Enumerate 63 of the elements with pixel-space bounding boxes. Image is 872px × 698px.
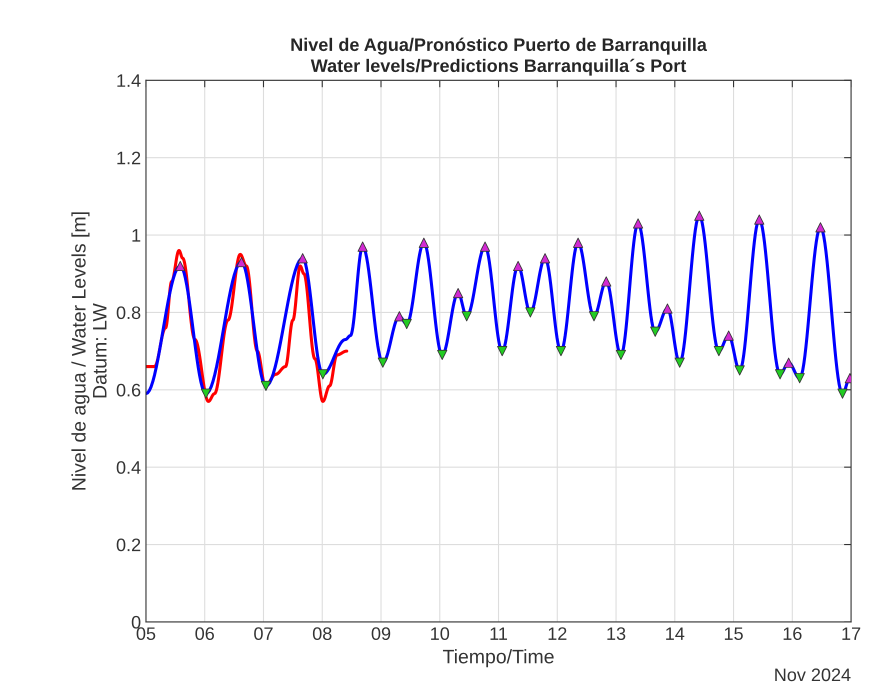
- y-axis-title: Nivel de agua / Water Levels [m] Datum: LW: [71, 212, 107, 490]
- x-tick-label: 12: [548, 627, 566, 640]
- y-tick-label: 1.4: [117, 74, 141, 87]
- point: [714, 346, 724, 356]
- point: [200, 388, 212, 399]
- point: [774, 369, 786, 380]
- point: [616, 350, 626, 360]
- point: [236, 257, 247, 268]
- x-tick-label: 07: [254, 627, 273, 640]
- point: [513, 260, 524, 272]
- point: [837, 388, 848, 399]
- point: [378, 358, 388, 368]
- x-tick-label: 14: [666, 627, 684, 640]
- point: [601, 276, 612, 287]
- point: [480, 242, 490, 252]
- x-tick-label: 10: [431, 627, 450, 640]
- chart-title: Nivel de Agua/Pronóstico Puerto de Barranquilla Water levels/Predictions Barranquilla´s Port: [291, 38, 707, 76]
- point: [694, 210, 704, 221]
- point: [462, 311, 472, 322]
- y-tick-label: 0.6: [116, 384, 140, 397]
- point: [525, 307, 536, 318]
- point: [784, 358, 794, 368]
- y-tick-label: 0.4: [116, 461, 141, 474]
- point: [260, 380, 272, 391]
- x-tick-label: 11: [490, 627, 508, 640]
- x-tick-label: 17: [842, 627, 860, 640]
- x-tick-label: 16: [784, 627, 802, 640]
- point: [453, 288, 464, 298]
- point: [734, 365, 745, 376]
- y-tick-label: 1: [132, 229, 140, 242]
- point: [298, 253, 308, 264]
- point: [573, 238, 584, 248]
- x-tick-label: 08: [312, 627, 332, 640]
- point: [418, 238, 429, 248]
- point: [754, 214, 764, 225]
- point: [724, 330, 734, 341]
- point: [556, 346, 566, 356]
- y-tick-label: 0: [132, 616, 140, 629]
- point: [662, 303, 673, 314]
- point: [794, 373, 805, 384]
- point: [588, 311, 600, 322]
- point: [402, 318, 412, 330]
- x-tick-label: 05: [136, 627, 156, 640]
- point: [674, 358, 685, 368]
- point: [815, 222, 826, 232]
- y-tick-label: 0.2: [116, 538, 140, 552]
- point: [497, 346, 508, 356]
- y-tick-label: 1.2: [117, 152, 140, 164]
- point: [650, 326, 660, 337]
- x-axis-title: Tiempo/Time: [442, 649, 554, 668]
- point: [394, 311, 404, 322]
- point: [358, 242, 368, 252]
- text: Nov 2024: [775, 668, 851, 682]
- point: [632, 218, 644, 228]
- y-tick-label: 0.8: [116, 306, 140, 320]
- x-tick-label: 06: [195, 627, 214, 640]
- x-tick-label: 09: [372, 627, 390, 640]
- x-tick-label: 15: [724, 627, 743, 640]
- point: [318, 369, 328, 380]
- point: [175, 260, 186, 272]
- point: [437, 350, 448, 360]
- point: [540, 253, 550, 264]
- x-tick-label: 13: [607, 627, 626, 640]
